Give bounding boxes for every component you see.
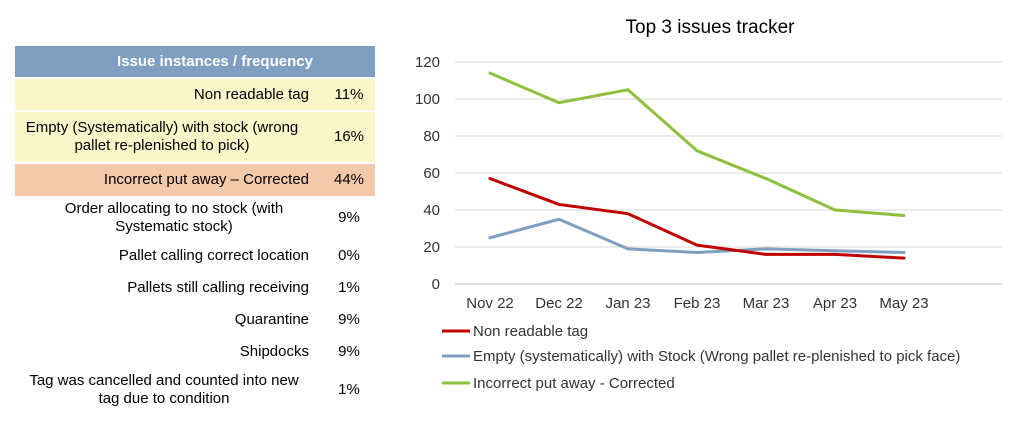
issue-label: Empty (Systematically) with stock (wrong… [25, 119, 299, 154]
table-row: Non readable tag 11% [15, 77, 375, 110]
issue-label: Shipdocks [239, 343, 309, 360]
issue-label: Pallet calling correct location [118, 247, 309, 264]
y-tick-label: 120 [415, 54, 440, 71]
issue-label: Incorrect put away – Corrected [103, 171, 309, 188]
table-row: Pallet calling correct location 0% [15, 240, 375, 272]
series-line-0 [488, 177, 906, 260]
y-tick-label: 100 [415, 91, 440, 108]
issue-label: Quarantine [234, 311, 309, 328]
issue-percentage: 0% [338, 247, 360, 264]
y-tick-label: 80 [423, 128, 440, 145]
issue-label: Order allocating to no stock (with Syste… [64, 200, 284, 235]
table-header: Issue instances / frequency [15, 46, 375, 77]
issue-percentage: 11% [334, 85, 364, 103]
x-tick-label: Jan 23 [605, 295, 650, 312]
x-tick-label: Nov 22 [466, 295, 514, 312]
issue-label: Pallets still calling receiving [127, 279, 309, 296]
chart-legend: Non readable tag Empty (systematically) w… [442, 323, 960, 392]
series-line-1 [488, 217, 906, 255]
table-row: Tag was cancelled and counted into new t… [15, 368, 375, 412]
table-row: Quarantine 9% [15, 304, 375, 336]
y-tick-label: 40 [423, 202, 440, 219]
issue-percentage: 9% [338, 311, 360, 328]
legend-label: Incorrect put away - Corrected [473, 375, 675, 392]
x-tick-label: May 23 [879, 295, 928, 312]
issue-frequency-table: Issue instances / frequency Non readable… [15, 46, 375, 412]
issue-percentage: 1% [338, 381, 360, 398]
x-tick-label: Apr 23 [813, 295, 857, 312]
table-row: Order allocating to no stock (with Syste… [15, 196, 375, 240]
chart-series [488, 71, 906, 260]
y-tick-label: 0 [432, 276, 440, 293]
issue-label: Non readable tag [193, 85, 309, 103]
table-row: Pallets still calling receiving 1% [15, 272, 375, 304]
chart-title: Top 3 issues tracker [626, 17, 796, 38]
table-row: Empty (Systematically) with stock (wrong… [15, 110, 375, 162]
issue-percentage: 16% [333, 128, 365, 145]
x-tick-label: Mar 23 [743, 295, 790, 312]
issue-label: Tag was cancelled and counted into new t… [29, 372, 299, 407]
y-tick-label: 60 [423, 165, 440, 182]
x-tick-label: Feb 23 [674, 295, 721, 312]
chart-gridlines [455, 61, 1002, 285]
issue-percentage: 44% [333, 171, 365, 188]
issue-percentage: 1% [338, 279, 360, 296]
issue-percentage: 9% [338, 343, 360, 360]
x-tick-label: Dec 22 [535, 295, 583, 312]
y-axis-ticks: 0 20 40 60 80 100 120 [415, 54, 440, 293]
x-axis-ticks: Nov 22 Dec 22 Jan 23 Feb 23 Mar 23 Apr 23 May … [466, 295, 928, 312]
legend-label: Non readable tag [473, 323, 588, 340]
table-row: Shipdocks 9% [15, 336, 375, 368]
table-body: Non readable tag 11% Empty (Systematically… [15, 77, 375, 412]
table-row: Incorrect put away – Corrected 44% [15, 162, 375, 196]
y-tick-label: 20 [423, 239, 440, 256]
legend-label: Empty (systematically) with Stock (Wrong… [473, 348, 960, 365]
series-line-2 [488, 71, 906, 218]
issue-percentage: 9% [338, 209, 360, 226]
